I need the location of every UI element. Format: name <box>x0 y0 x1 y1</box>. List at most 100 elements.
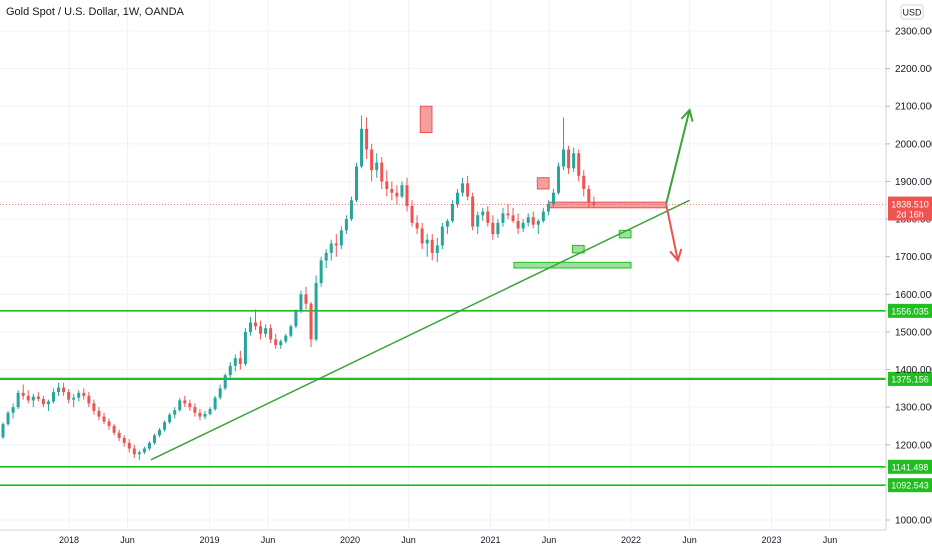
level-price-label: 1375.156 <box>891 374 929 384</box>
candle-body <box>349 200 353 220</box>
horizontal-levels[interactable]: 1556.035 1375.156 1141.498 1092.543 <box>0 303 932 493</box>
candle-body <box>213 397 217 410</box>
level-price-label: 1092.543 <box>891 481 929 491</box>
time-tick-label: 2023 <box>761 535 781 545</box>
arrow-head <box>680 107 694 122</box>
candle-body <box>582 175 586 189</box>
candle-body <box>127 442 131 449</box>
candle-body <box>102 416 106 422</box>
candle-body <box>385 181 389 189</box>
candle-body <box>410 205 414 223</box>
candle-body <box>77 392 81 398</box>
candle-body <box>304 294 308 304</box>
candle-body <box>122 437 126 443</box>
time-axis[interactable]: 2018 Jun 2019 Jun 2020 Jun 2021 Jun 2022 Jun 2023 J… <box>0 529 886 545</box>
candlestick-series <box>1 115 596 460</box>
candle-body <box>450 204 454 221</box>
candle-body <box>67 392 71 400</box>
candle-body <box>254 322 257 327</box>
candle-body <box>31 396 35 401</box>
candle-body <box>546 204 550 212</box>
level-price-label: 1141.498 <box>892 462 929 472</box>
candle-body <box>87 395 91 404</box>
time-tick-label: Jun <box>120 535 135 545</box>
candle-body <box>208 409 212 414</box>
candle-body <box>531 217 535 225</box>
support-zone[interactable] <box>513 261 632 269</box>
time-tick-label: 2021 <box>480 535 500 545</box>
candle-body <box>72 397 76 400</box>
currency-label: USD <box>902 8 922 18</box>
candle-body <box>46 401 50 405</box>
forecast-arrow-down[interactable] <box>665 203 679 261</box>
candle-body <box>223 375 227 389</box>
candle-body <box>440 226 444 246</box>
candle-body <box>279 341 283 346</box>
price-zones[interactable] <box>419 105 667 269</box>
candle-body <box>21 392 25 396</box>
candle-body <box>137 452 141 455</box>
candle-body <box>193 407 197 413</box>
candle-body <box>132 448 136 455</box>
candle-body <box>36 396 40 399</box>
candle-body <box>299 294 303 312</box>
candle-body <box>57 387 61 393</box>
resistance-zone[interactable] <box>536 177 550 190</box>
candle-body <box>390 188 394 193</box>
candle-body <box>526 217 530 223</box>
candle-body <box>284 335 288 342</box>
candle-body <box>355 166 358 201</box>
candle-body <box>259 326 263 334</box>
candle-body <box>445 220 449 227</box>
trend-line[interactable] <box>150 199 690 461</box>
candle-body <box>435 245 439 253</box>
candle-body <box>339 230 343 246</box>
price-tick-label: 1000.000 <box>895 516 932 527</box>
price-axis[interactable]: 2300.000 2200.000 2100.000 2000.000 1900.000… <box>885 0 932 530</box>
candle-body <box>551 192 555 205</box>
resistance-zone[interactable] <box>419 105 433 134</box>
candle-body <box>400 185 404 197</box>
time-tick-label: Jun <box>823 535 838 545</box>
candle-body <box>52 392 55 402</box>
price-tick-label: 1700.000 <box>895 252 932 263</box>
candle-body <box>466 183 470 197</box>
arrow-head <box>669 248 683 263</box>
candle-body <box>314 283 318 340</box>
candle-body <box>541 211 545 221</box>
time-tick-label: Jun <box>542 535 557 545</box>
candle-body <box>405 185 409 206</box>
candle-body <box>147 442 151 449</box>
candle-body <box>183 400 187 404</box>
support-zone[interactable] <box>571 244 585 254</box>
candle-body <box>334 243 338 246</box>
level-price-tag <box>888 303 932 318</box>
candle-body <box>562 149 566 167</box>
candle-body <box>274 339 278 346</box>
current-price-tag[interactable] <box>888 196 932 221</box>
price-tick-label: 1400.000 <box>895 365 932 376</box>
time-tick-label: 2022 <box>621 535 641 545</box>
candle-body <box>309 303 313 340</box>
forecast-arrow-up[interactable] <box>665 109 691 205</box>
candle-body <box>112 425 116 433</box>
candle-body <box>420 228 424 244</box>
candle-body <box>41 398 45 405</box>
time-tick-label: 2018 <box>59 535 79 545</box>
candle-body <box>82 392 86 396</box>
price-tick-label: 1300.000 <box>895 403 932 414</box>
candle-body <box>329 243 333 253</box>
candle-body <box>203 413 207 417</box>
trend-drawings[interactable] <box>0 107 886 461</box>
candle-body <box>142 448 146 453</box>
candle-body <box>344 219 348 231</box>
currency-button[interactable]: USD <box>900 4 924 20</box>
candle-body <box>158 429 162 436</box>
candle-body <box>178 400 182 411</box>
level-price-label: 1556.035 <box>891 306 929 316</box>
candle-body <box>6 412 10 425</box>
countdown-label: 2d 16h <box>896 210 924 220</box>
candle-body <box>557 166 560 193</box>
